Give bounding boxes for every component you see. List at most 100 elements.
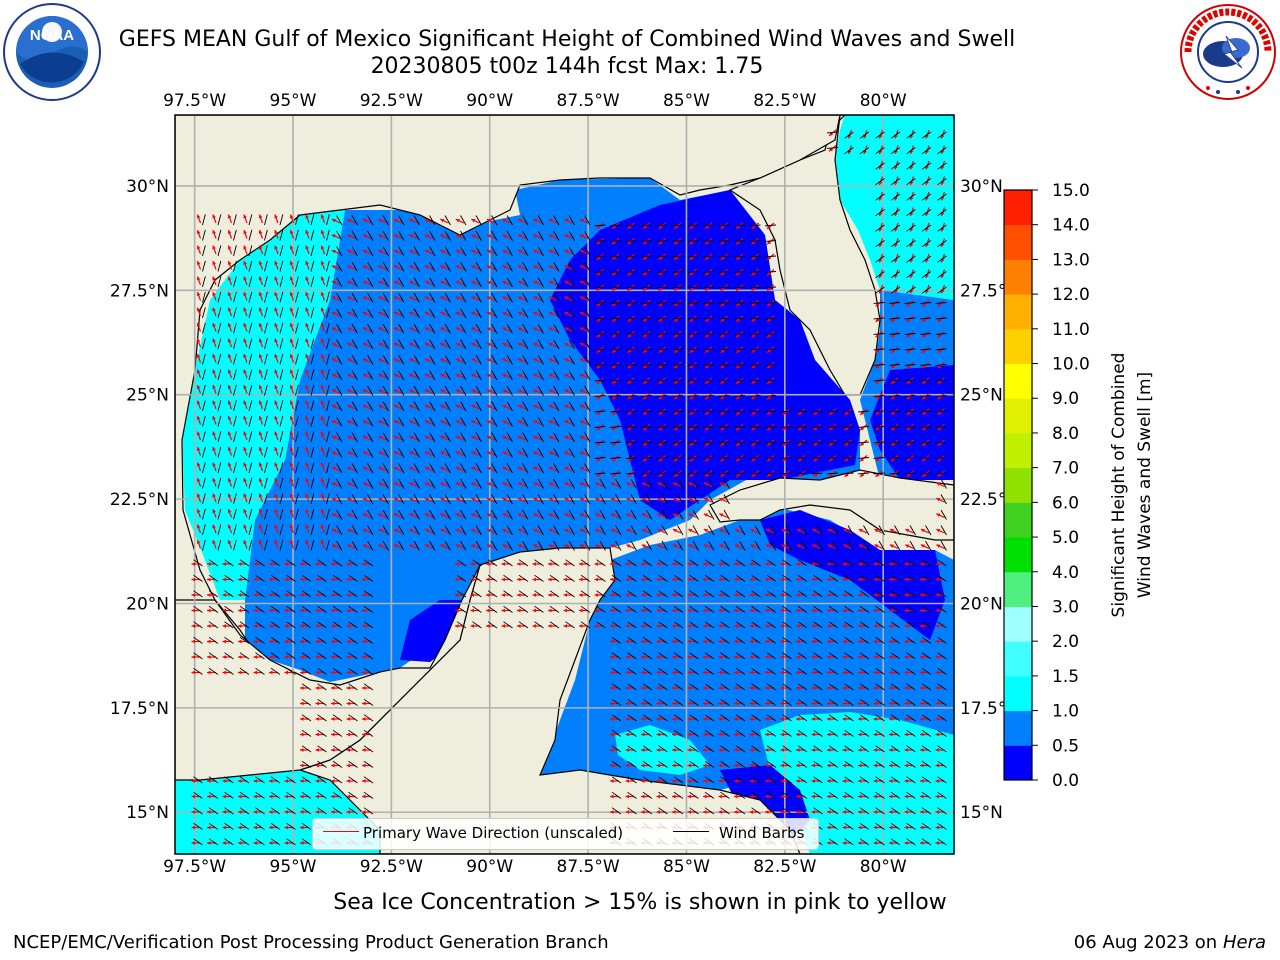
wind-barb [398, 478, 405, 489]
wind-barb [279, 322, 284, 334]
wind-barb [310, 338, 315, 350]
wave-arrow-head [393, 358, 398, 362]
wind-barb [658, 590, 668, 598]
wind-barb [844, 791, 854, 799]
wind-barb [906, 667, 916, 675]
wave-arrow-head [827, 701, 831, 706]
wind-barb [255, 605, 265, 613]
wind-barb [202, 353, 206, 365]
wind-barb [859, 760, 870, 768]
wave-arrow-head [362, 451, 367, 455]
wind-barb [429, 432, 436, 443]
wind-barb [801, 525, 808, 536]
wave-arrow-head [320, 447, 325, 451]
wind-barb [734, 364, 746, 366]
wind-barb [765, 426, 777, 428]
wave-arrow-head [674, 473, 679, 477]
wind-barb [584, 509, 591, 520]
wind-barb [625, 255, 637, 258]
wave-arrow-head [767, 411, 772, 415]
wind-barb [921, 683, 932, 691]
wave-arrow-head [689, 380, 694, 384]
wave-arrow-head [734, 670, 738, 675]
wind-barb [332, 776, 343, 784]
wave-arrow-head [720, 442, 725, 446]
wind-barb [751, 636, 761, 644]
wave-arrow-head [289, 524, 294, 529]
wind-barb [890, 131, 901, 139]
wave-arrow-head [827, 825, 831, 830]
wave-arrow-head [502, 435, 507, 440]
wind-barb [224, 822, 234, 830]
wave-arrow-head [471, 373, 476, 378]
wind-barb [797, 729, 808, 737]
wave-arrow-head [346, 717, 351, 721]
wind-barb [749, 317, 761, 320]
wave-arrow-head [502, 342, 507, 347]
wind-barb [782, 683, 792, 691]
wave-arrow-head [875, 318, 880, 322]
wave-arrow-head [672, 639, 676, 644]
wind-barb [193, 590, 203, 598]
wave-arrow-head [470, 593, 475, 597]
wind-barb [279, 229, 284, 241]
wave-arrow-head [812, 544, 817, 548]
wind-barb [233, 524, 237, 536]
wind-barb [444, 323, 451, 334]
wave-arrow-head [625, 670, 630, 675]
wind-barb [224, 574, 234, 582]
wave-arrow-head [935, 794, 940, 799]
wave-arrow-head [362, 763, 366, 768]
wind-barb [568, 292, 575, 303]
wind-barb [348, 590, 358, 598]
wind-barb [627, 745, 637, 753]
wave-arrow-head [906, 364, 911, 369]
wind-barb [301, 559, 312, 567]
wave-arrow-head [658, 442, 663, 446]
wave-arrow-head [765, 717, 769, 721]
wind-barb [672, 441, 684, 444]
wind-barb [301, 791, 312, 799]
wave-arrow-head [780, 608, 785, 613]
wave-arrow-head [935, 701, 940, 706]
wind-barb [749, 441, 761, 444]
wind-barb [584, 432, 591, 443]
wave-arrow-head [274, 261, 278, 265]
wave-arrow-head [548, 389, 553, 393]
wave-arrow-head [331, 608, 335, 613]
wind-barb [286, 605, 296, 613]
wind-barb [351, 509, 358, 520]
wind-barb [522, 401, 529, 412]
wind-barb [248, 539, 253, 551]
wind-barb [193, 559, 203, 567]
wave-arrow-head [920, 639, 924, 644]
wind-barb [363, 667, 374, 675]
wind-barb [537, 463, 544, 474]
wave-arrow-head [362, 701, 366, 706]
wave-arrow-head [703, 732, 707, 737]
wave-arrow-head [212, 431, 216, 436]
wave-arrow-head [658, 380, 663, 384]
wind-barb [828, 776, 839, 784]
wind-barb [398, 292, 405, 303]
wave-arrow-head [517, 608, 521, 613]
wind-barb [382, 401, 389, 412]
wind-barb [859, 714, 870, 722]
wind-barb [233, 260, 237, 272]
wind-barb [382, 540, 389, 551]
wave-arrow-head [736, 457, 741, 462]
wind-barb [780, 441, 792, 444]
wave-arrow-head [734, 639, 738, 644]
wave-arrow-head [238, 608, 242, 613]
wave-arrow-head [627, 395, 632, 400]
wind-barb [937, 729, 947, 737]
wave-arrow-head [674, 287, 679, 291]
wave-arrow-head [687, 794, 692, 799]
wave-arrow-head [796, 686, 800, 690]
wave-arrow-head [811, 639, 816, 644]
wave-arrow-head [362, 389, 367, 393]
wind-barb [937, 605, 947, 613]
wind-barb [264, 384, 268, 396]
wave-arrow-head [829, 442, 834, 446]
wave-arrow-head [842, 655, 847, 659]
